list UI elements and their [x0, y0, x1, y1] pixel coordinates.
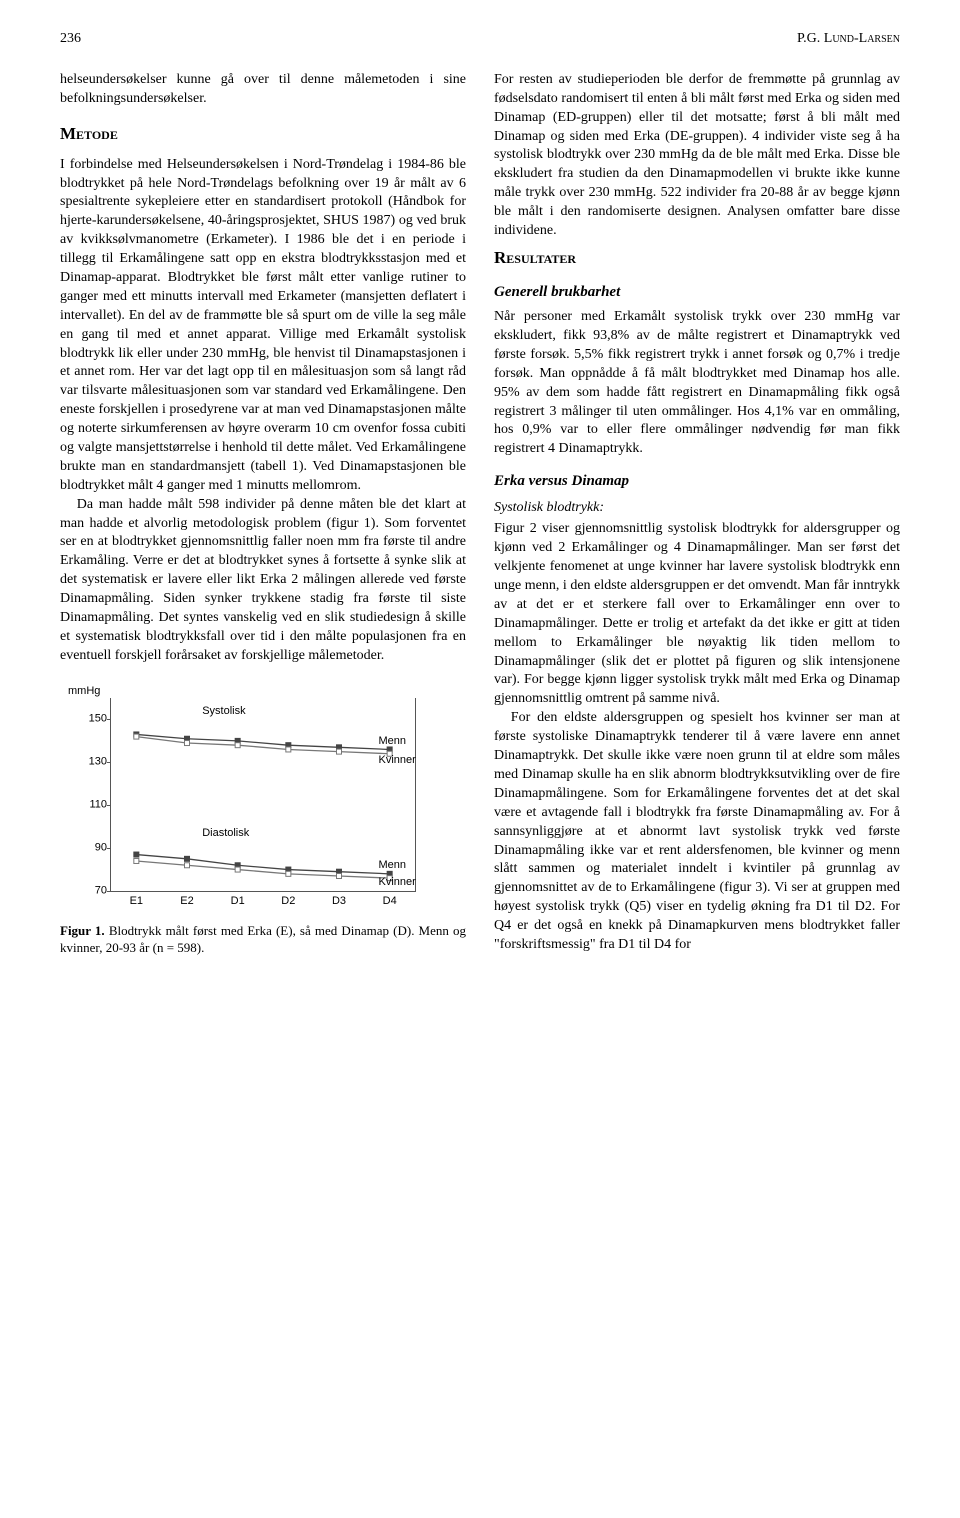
right-para-1: For resten av studieperioden ble derfor …: [494, 71, 900, 241]
dia-kvinner-label: Kvinner: [379, 875, 416, 890]
dia-menn-label: Menn: [379, 858, 407, 873]
metode-heading: Metode: [60, 123, 466, 146]
intro-paragraph: helseundersøkelser kunne gå over til den…: [60, 71, 466, 109]
y-tick-label: 70: [77, 883, 107, 898]
left-column: helseundersøkelser kunne gå over til den…: [60, 71, 466, 957]
diastolisk-group-label: Diastolisk: [202, 826, 249, 841]
x-tick-label: D2: [281, 894, 295, 909]
subheading-erka-dinamap: Erka versus Dinamap: [494, 471, 900, 491]
metode-body-1: I forbindelse med Helseundersøkelsen i N…: [60, 156, 466, 496]
x-tick-label: D4: [383, 894, 397, 909]
subheading-systolisk: Systolisk blodtrykk:: [494, 499, 900, 518]
systolisk-group-label: Systolisk: [202, 704, 245, 719]
page-number: 236: [60, 30, 81, 49]
right-column: For resten av studieperioden ble derfor …: [494, 71, 900, 957]
two-column-layout: helseundersøkelser kunne gå over til den…: [60, 71, 900, 957]
figure-label: Figur 1.: [60, 923, 105, 938]
x-tick-label: D1: [231, 894, 245, 909]
sys-kvinner-label: Kvinner: [379, 753, 416, 768]
figure-1-caption: Figur 1. Blodtrykk målt først med Erka (…: [60, 922, 466, 957]
y-tick-label: 130: [77, 755, 107, 770]
resultater-heading: Resultater: [494, 247, 900, 270]
y-tick-label: 110: [77, 797, 107, 812]
right-para-4: For den eldste aldersgruppen og spesielt…: [494, 709, 900, 955]
sys-menn-label: Menn: [379, 734, 407, 749]
y-tick-label: 90: [77, 840, 107, 855]
page-header: 236 P.G. Lund-Larsen: [60, 30, 900, 49]
metode-body-2: Da man hadde målt 598 individer på denne…: [60, 496, 466, 666]
y-tick-label: 150: [77, 712, 107, 727]
right-para-3: Figur 2 viser gjennomsnittlig systolisk …: [494, 520, 900, 709]
y-axis-unit: mmHg: [68, 684, 100, 699]
subheading-brukbarhet: Generell brukbarhet: [494, 282, 900, 302]
figure-caption-text: Blodtrykk målt først med Erka (E), så me…: [60, 923, 466, 956]
x-tick-label: E1: [130, 894, 143, 909]
x-tick-label: D3: [332, 894, 346, 909]
x-tick-label: E2: [180, 894, 193, 909]
figure-1-chart: mmHg 70 90 110 130 150 E1 E2 D1 D2 D3 D4 Systolisk M…: [60, 684, 466, 914]
author-running-head: P.G. Lund-Larsen: [797, 30, 900, 49]
right-para-2: Når personer med Erkamålt systolisk tryk…: [494, 308, 900, 459]
